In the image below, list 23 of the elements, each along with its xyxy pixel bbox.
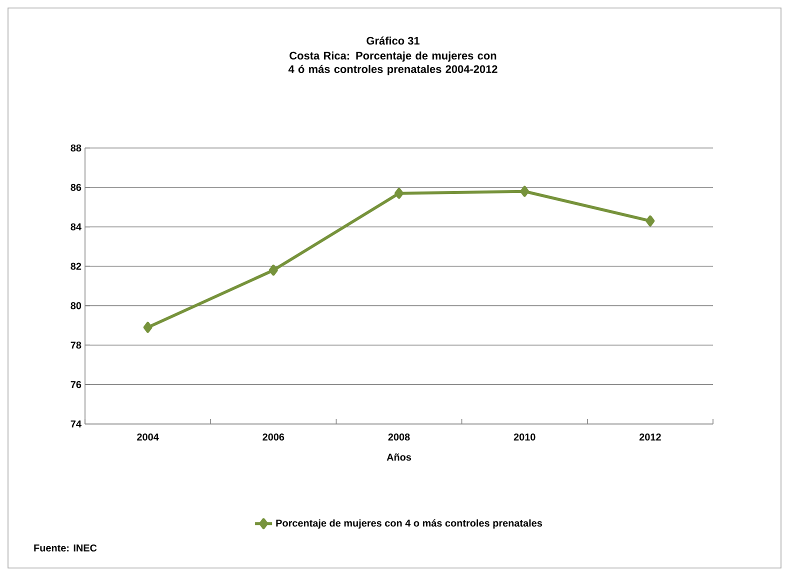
x-tick-label: 2012 — [639, 434, 661, 441]
y-tick-label: 78 — [70, 342, 82, 349]
x-axis-title: Años — [386, 453, 412, 461]
source-note: Fuente: INEC — [34, 544, 97, 552]
y-tick-label: 76 — [70, 381, 82, 388]
point — [520, 186, 530, 197]
x-tick-label: 2008 — [388, 434, 410, 441]
legend-label: Porcentaje de mujeres con 4 o más controles prenatales — [276, 519, 542, 529]
x-tick-label: 2010 — [514, 434, 536, 441]
y-tick-label: 80 — [70, 302, 82, 310]
point — [646, 215, 655, 226]
point — [143, 322, 152, 333]
point — [394, 188, 404, 199]
y-tick-label: 84 — [70, 223, 82, 230]
x-tick-label: 2006 — [262, 434, 284, 441]
x-tick-label: 2004 — [137, 434, 159, 441]
y-tick-label: 88 — [70, 144, 82, 152]
chart-title: Gráfico 31 — [366, 36, 420, 45]
y-tick-label: 82 — [70, 262, 82, 270]
y-tick-label: 74 — [70, 420, 82, 428]
point — [268, 264, 278, 276]
y-tick-label: 86 — [70, 184, 82, 191]
chart-subtitle: Costa Rica: Porcentaje de mujeres con 4 ó más controles prenatales 2004-2012 — [288, 52, 498, 76]
